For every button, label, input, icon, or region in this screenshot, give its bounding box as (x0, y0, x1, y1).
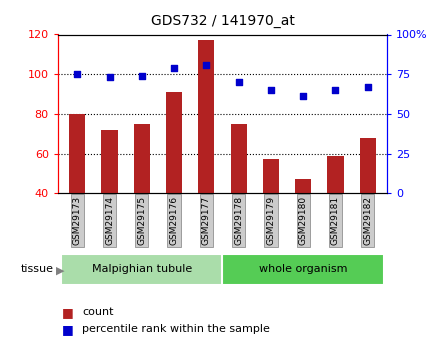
Text: tissue: tissue (20, 264, 53, 274)
Point (106, 75, 113, 80)
Text: ▶: ▶ (56, 266, 64, 276)
Point (299, 93, 307, 99)
Bar (69, 114, 85, 273)
Bar (360, 138, 376, 273)
Text: whole organism: whole organism (259, 264, 348, 274)
Text: percentile rank within the sample: percentile rank within the sample (82, 325, 270, 334)
Text: count: count (82, 307, 114, 317)
Point (203, 62, 210, 67)
Bar (231, 124, 247, 273)
Text: ■: ■ (62, 306, 74, 319)
Bar (198, 40, 214, 273)
Point (74, 71, 81, 77)
Bar (61, 254, 222, 285)
Bar (263, 159, 279, 273)
Bar (166, 92, 182, 273)
Text: ■: ■ (62, 323, 74, 336)
Point (170, 65, 178, 71)
Text: Malpighian tubule: Malpighian tubule (92, 264, 192, 274)
Point (332, 87, 339, 93)
Bar (101, 130, 117, 273)
Text: GDS732 / 141970_at: GDS732 / 141970_at (150, 14, 295, 28)
Point (138, 73, 146, 79)
Bar (222, 254, 384, 285)
Point (267, 87, 275, 93)
Bar (134, 124, 150, 273)
Bar (328, 156, 344, 273)
Point (235, 79, 242, 85)
Bar (295, 179, 312, 273)
Point (364, 84, 371, 90)
